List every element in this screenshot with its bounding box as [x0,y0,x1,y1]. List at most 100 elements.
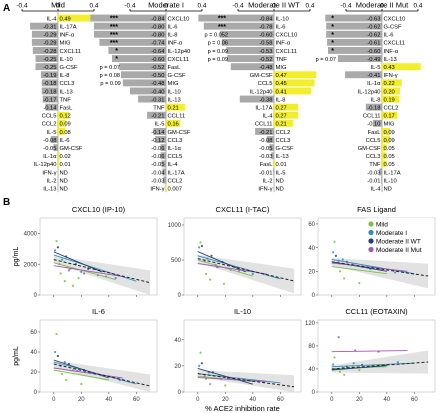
bar [382,111,398,119]
y-axis-label: pg/mL [13,346,20,366]
bar-value-label: -0.03 [259,154,272,160]
bar-row-il-13: -0.18 IL-13 [41,87,73,95]
panel-b-label: B [3,197,10,208]
cytokine-label: IL-17A [60,24,77,30]
bar-row-il-13: -0.31 IL-13 [138,95,181,103]
fit-line [331,365,387,371]
cytokine-label: TNF [153,105,165,111]
bar-row-il-6: -0.62 IL-6 * [326,30,394,39]
data-point [200,362,203,365]
bar-value-label: 0.41 [276,89,287,95]
bar [269,144,274,152]
bar [382,63,421,71]
cytokine-label: IFN-γ [258,186,272,192]
x-tick-label: 60 [133,397,140,403]
bar-value-label: -0.64 [151,49,165,55]
y-tick-label: 0 [178,390,182,396]
data-point [332,251,335,254]
bar-value-label: -0.31 [43,24,56,30]
bar-value-label: 0.007 [168,186,183,192]
fit-line [331,362,415,368]
cytokine-label: INF-α [276,41,291,47]
bar-value-label: ND [60,178,68,184]
bar-value-label: 0.12 [60,114,71,120]
cytokine-label: IL-1α [43,154,57,160]
significance-marker: *** [218,24,226,31]
bar-row-g-csf: -0.25 G-CSF [35,63,78,71]
bar [327,38,382,46]
cytokine-label: G-CSF [384,24,402,30]
cytokine-label: TNF [60,97,72,103]
scatter-panel-cxcl10-ip-10: CXCL10 (IP-10) 0 2000 4000 pg/mL [13,205,158,299]
fit-line [331,266,387,275]
bar [58,119,67,127]
bar-row-il-12p40: -0.64 IL-12p40 * [108,47,190,55]
scatter-title: CXCL10 (IP-10) [72,205,126,214]
bar [42,95,58,103]
cytokine-label: IL-5 [155,122,165,128]
fit-line [53,262,116,281]
cytokine-label: IL-13 [168,97,181,103]
bar [382,152,387,160]
cytokine-label: IL-10 [384,178,397,184]
bar [266,136,274,143]
significance-marker: * [331,32,334,39]
cytokine-label: IL-5 [371,65,381,71]
fit-line [331,361,429,370]
data-point [67,269,71,272]
fit-line [197,263,267,275]
fit-line [331,261,429,277]
bar-value-label: -0.41 [367,73,380,79]
bar-row-g-csf: -0.05 G-CSF [259,144,294,152]
fit-line [53,363,151,387]
cytokine-label: IL-6 [168,24,178,30]
bar-value-label: -0.62 [367,33,380,39]
data-point [55,332,58,336]
bar [53,144,58,152]
scatter-title: FAS Ligand [357,205,396,214]
bar-value-label: 0.20 [384,89,395,95]
cytokine-label: FasL [60,105,74,111]
bar [45,103,58,111]
cytokine-label: G-CSF [168,73,186,79]
bar [382,160,387,168]
y-tick-label: 0 [178,293,182,299]
bar-value-label: -0.48 [151,81,164,87]
cytokine-label: IL-8 [371,97,381,103]
cytokine-label: G-CSF [276,146,294,152]
x-tick-label: 0 [330,397,334,403]
bar-row-il-17a: -0.04 IL-17A [151,168,185,176]
bar-row-il-6: -0.08 IL-6 [43,136,70,144]
cytokine-label: CCL11 [255,122,273,128]
cytokine-label: CXCL11 [276,49,297,55]
x-tick-label: 0.4 [89,3,98,10]
bar-value-label: -0.05 [259,146,272,152]
bar-value-label: -0.03 [367,170,380,176]
cytokine-label: CCL2 [42,122,57,128]
data-point [59,272,62,275]
y-tick-label: 500 [171,258,182,264]
fit-line [197,251,247,273]
bar [31,38,58,46]
bar-row-il-8: -0.80 IL-8 *** [94,30,178,39]
cytokine-label: CCL3 [276,138,291,144]
scatter-title: CXCL11 (I-TAC) [216,205,270,214]
p-value-label: p = 0.08 [100,73,120,79]
bar-row-cxcl10: -0.84 CXCL10 *** [90,14,189,23]
data-point [63,280,66,283]
bar-row-il-6: -0.78 IL-6 *** [203,22,286,31]
bar [326,30,382,38]
scatter-panel-il-10: IL-10 0 20 40 0 20 40 60% ACE2 inhibition rate [174,307,302,413]
x-tick-label: 20 [356,397,363,403]
x-tick-label: 0.4 [413,3,422,10]
cytokine-label: CCL5 [42,114,57,120]
bar-value-label: 0.01 [60,162,71,168]
bar [220,30,274,38]
